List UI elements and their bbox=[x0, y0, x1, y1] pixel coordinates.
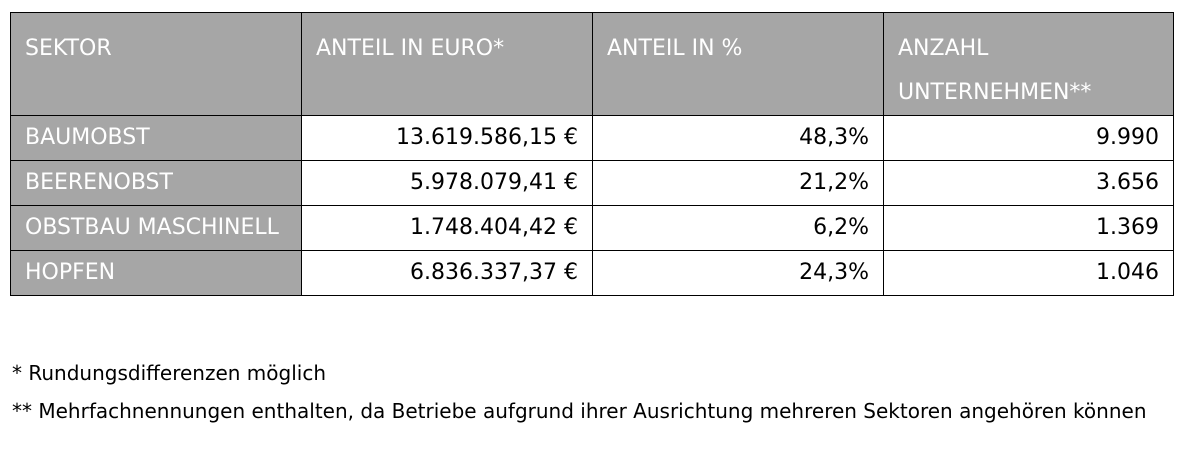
footnote-multiple-mentions: ** Mehrfachnennungen enthalten, da Betri… bbox=[12, 399, 1147, 423]
table-row: OBSTBAU MASCHINELL 1.748.404,42 € 6,2% 1… bbox=[10, 205, 1174, 251]
row-percent: 6,2% bbox=[592, 205, 884, 251]
row-sector: HOPFEN bbox=[10, 250, 302, 296]
table-header-row: SEKTOR ANTEIL IN EURO* ANTEIL IN % ANZAH… bbox=[10, 12, 1174, 116]
row-companies: 9.990 bbox=[883, 115, 1174, 161]
row-sector: OBSTBAU MASCHINELL bbox=[10, 205, 302, 251]
header-sector: SEKTOR bbox=[10, 12, 302, 116]
row-euro: 1.748.404,42 € bbox=[301, 205, 593, 251]
row-companies: 3.656 bbox=[883, 160, 1174, 206]
table-row: BEERENOBST 5.978.079,41 € 21,2% 3.656 bbox=[10, 160, 1174, 206]
table-row: HOPFEN 6.836.337,37 € 24,3% 1.046 bbox=[10, 250, 1174, 296]
header-share-percent: ANTEIL IN % bbox=[592, 12, 884, 116]
row-percent: 48,3% bbox=[592, 115, 884, 161]
table-row: BAUMOBST 13.619.586,15 € 48,3% 9.990 bbox=[10, 115, 1174, 161]
footnote-rounding: * Rundungsdifferenzen möglich bbox=[12, 361, 327, 385]
row-percent: 21,2% bbox=[592, 160, 884, 206]
sector-table: SEKTOR ANTEIL IN EURO* ANTEIL IN % ANZAH… bbox=[10, 12, 1174, 296]
row-sector: BAUMOBST bbox=[10, 115, 302, 161]
row-euro: 5.978.079,41 € bbox=[301, 160, 593, 206]
row-companies: 1.046 bbox=[883, 250, 1174, 296]
row-sector: BEERENOBST bbox=[10, 160, 302, 206]
header-company-count: ANZAHL UNTERNEHMEN** bbox=[883, 12, 1174, 116]
row-euro: 13.619.586,15 € bbox=[301, 115, 593, 161]
header-share-euro: ANTEIL IN EURO* bbox=[301, 12, 593, 116]
row-percent: 24,3% bbox=[592, 250, 884, 296]
row-euro: 6.836.337,37 € bbox=[301, 250, 593, 296]
row-companies: 1.369 bbox=[883, 205, 1174, 251]
footnotes: * Rundungsdifferenzen möglich ** Mehrfac… bbox=[12, 360, 1147, 436]
